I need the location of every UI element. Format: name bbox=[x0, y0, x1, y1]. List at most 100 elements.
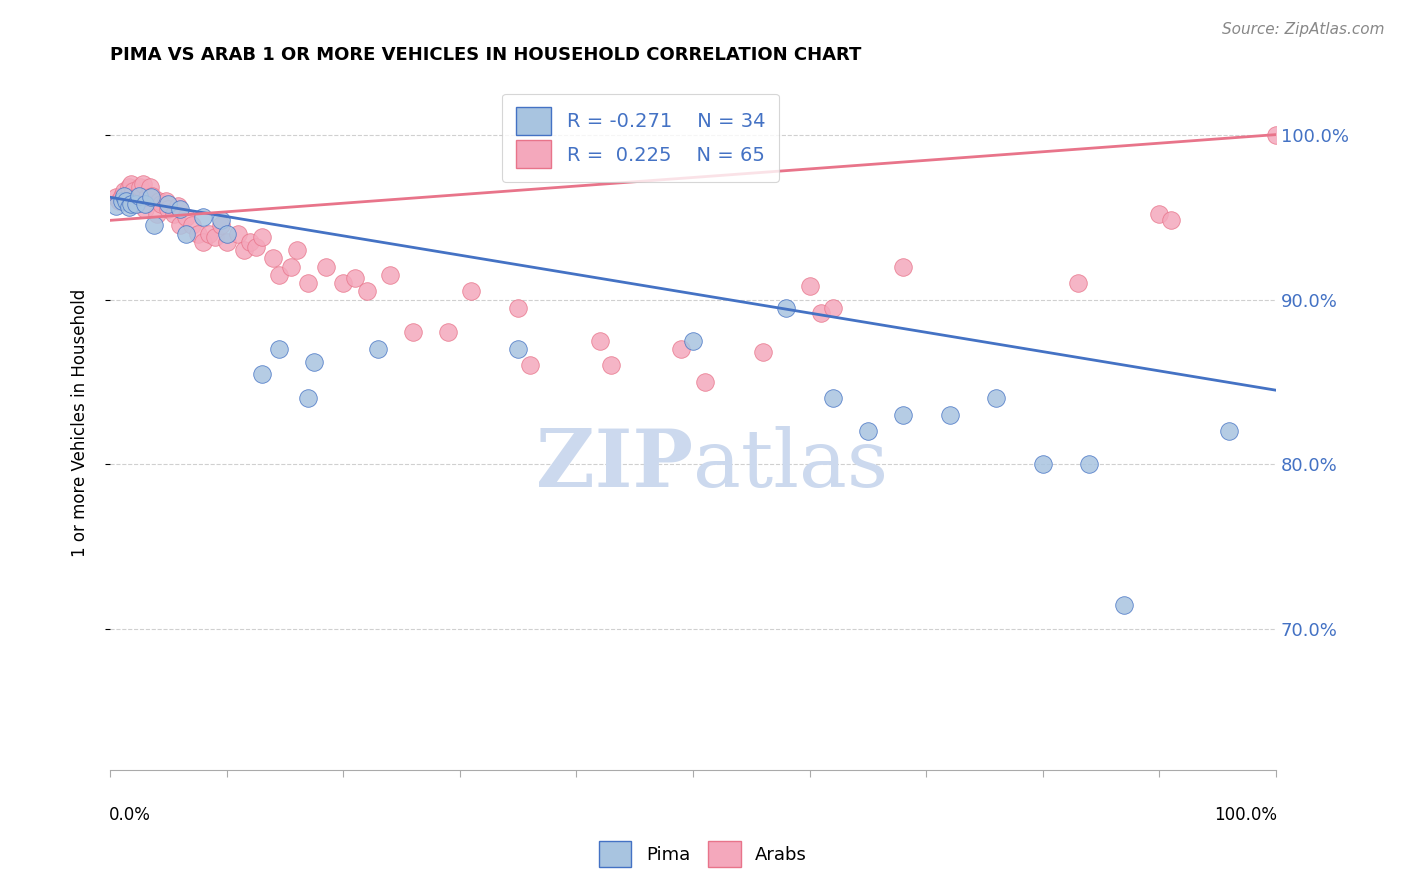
Point bbox=[163, 207, 186, 221]
Point bbox=[111, 188, 134, 202]
Point bbox=[186, 227, 208, 241]
Point bbox=[215, 227, 238, 241]
Point bbox=[122, 184, 145, 198]
Text: ZIP: ZIP bbox=[536, 425, 693, 504]
Point bbox=[332, 276, 354, 290]
Point bbox=[1078, 458, 1101, 472]
Point bbox=[118, 200, 141, 214]
Point bbox=[250, 230, 273, 244]
Point bbox=[402, 326, 425, 340]
Point bbox=[104, 190, 127, 204]
Point bbox=[104, 198, 127, 212]
Point bbox=[508, 301, 530, 315]
Point bbox=[378, 268, 401, 282]
Point bbox=[115, 194, 138, 208]
Point bbox=[269, 268, 291, 282]
Point bbox=[129, 180, 152, 194]
Point bbox=[1149, 207, 1171, 221]
Point bbox=[180, 219, 202, 233]
Point bbox=[343, 271, 366, 285]
Point bbox=[138, 180, 160, 194]
Legend: Pima, Arabs: Pima, Arabs bbox=[592, 834, 814, 874]
Point bbox=[297, 276, 319, 290]
Point bbox=[1032, 458, 1054, 472]
Point bbox=[437, 326, 460, 340]
Point bbox=[169, 219, 191, 233]
Point bbox=[821, 301, 844, 315]
Point bbox=[245, 240, 267, 254]
Point bbox=[112, 184, 135, 198]
Point bbox=[775, 301, 797, 315]
Point bbox=[856, 425, 879, 439]
Point bbox=[120, 197, 142, 211]
Point bbox=[1265, 128, 1288, 142]
Point bbox=[139, 190, 162, 204]
Point bbox=[250, 367, 273, 381]
Point bbox=[810, 306, 832, 320]
Point bbox=[209, 219, 232, 233]
Point bbox=[285, 243, 308, 257]
Point bbox=[297, 392, 319, 406]
Point bbox=[115, 194, 138, 208]
Point bbox=[155, 194, 177, 208]
Point bbox=[141, 188, 163, 202]
Point bbox=[519, 359, 541, 373]
Point bbox=[125, 190, 148, 204]
Point bbox=[134, 197, 156, 211]
Point bbox=[671, 342, 693, 356]
Point bbox=[280, 260, 302, 274]
Text: 0.0%: 0.0% bbox=[108, 805, 150, 824]
Point bbox=[198, 227, 221, 241]
Point bbox=[128, 188, 150, 202]
Point bbox=[134, 202, 156, 216]
Point bbox=[799, 279, 821, 293]
Point bbox=[143, 219, 166, 233]
Point bbox=[120, 177, 142, 191]
Point bbox=[693, 375, 716, 389]
Point bbox=[262, 252, 284, 266]
Point bbox=[356, 285, 378, 299]
Point bbox=[233, 243, 256, 257]
Point bbox=[228, 227, 250, 241]
Point bbox=[127, 194, 149, 208]
Point bbox=[302, 355, 325, 369]
Point bbox=[132, 177, 155, 191]
Point bbox=[150, 197, 173, 211]
Point bbox=[145, 207, 167, 221]
Point bbox=[125, 197, 148, 211]
Point bbox=[589, 334, 612, 348]
Point bbox=[157, 197, 180, 211]
Point bbox=[174, 227, 197, 241]
Point bbox=[938, 408, 960, 422]
Point bbox=[148, 194, 170, 208]
Point bbox=[1218, 425, 1240, 439]
Point bbox=[169, 202, 191, 216]
Point bbox=[193, 210, 215, 224]
Point bbox=[118, 180, 141, 194]
Point bbox=[174, 210, 197, 224]
Point bbox=[111, 194, 134, 208]
Point bbox=[600, 359, 623, 373]
Text: Source: ZipAtlas.com: Source: ZipAtlas.com bbox=[1222, 22, 1385, 37]
Legend: R = -0.271    N = 34, R =  0.225    N = 65: R = -0.271 N = 34, R = 0.225 N = 65 bbox=[502, 94, 779, 182]
Point bbox=[239, 235, 262, 249]
Point bbox=[682, 334, 704, 348]
Point bbox=[1067, 276, 1090, 290]
Text: PIMA VS ARAB 1 OR MORE VEHICLES IN HOUSEHOLD CORRELATION CHART: PIMA VS ARAB 1 OR MORE VEHICLES IN HOUSE… bbox=[110, 46, 862, 64]
Y-axis label: 1 or more Vehicles in Household: 1 or more Vehicles in Household bbox=[72, 289, 89, 558]
Point bbox=[193, 235, 215, 249]
Point bbox=[984, 392, 1007, 406]
Point bbox=[112, 188, 135, 202]
Point bbox=[752, 345, 775, 359]
Point bbox=[891, 260, 914, 274]
Point bbox=[1114, 598, 1136, 612]
Point bbox=[157, 202, 180, 216]
Point bbox=[821, 392, 844, 406]
Point bbox=[215, 235, 238, 249]
Point bbox=[1160, 213, 1182, 227]
Point bbox=[460, 285, 482, 299]
Point bbox=[166, 198, 188, 212]
Point bbox=[891, 408, 914, 422]
Point bbox=[315, 260, 337, 274]
Point bbox=[209, 213, 232, 227]
